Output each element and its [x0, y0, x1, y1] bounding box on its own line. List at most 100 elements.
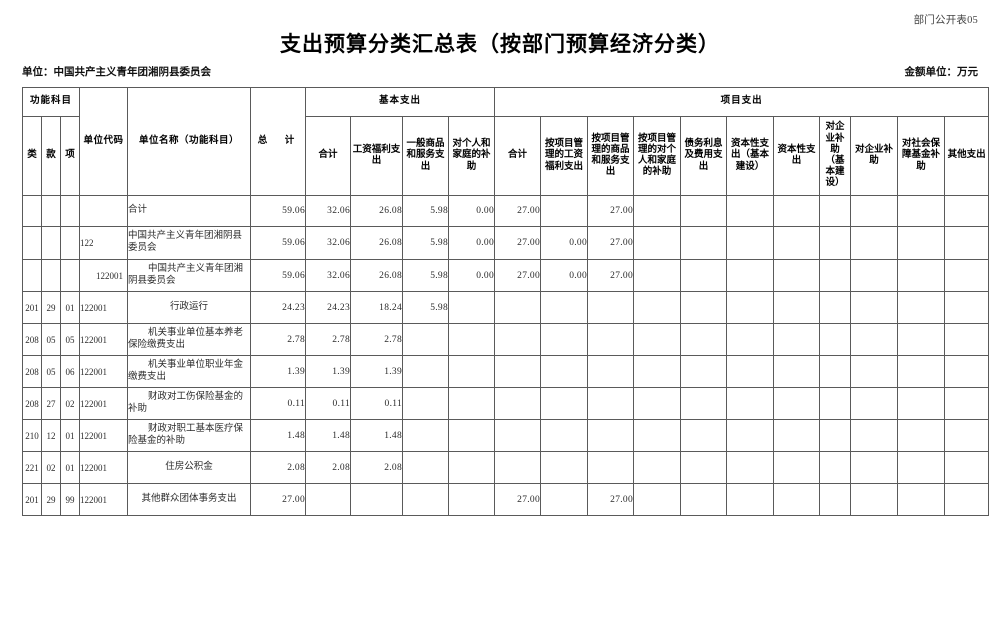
table-row: 122 中国共产主义青年团湘阴县委员会 59.06 32.06 26.08 5.98 0.0…: [22, 226, 990, 260]
cell-basic-goods-services: [402, 419, 450, 452]
cell-basic-subsidy-individual: [448, 291, 496, 324]
cell-lei: [22, 195, 42, 227]
header-project-subsidy-individual: 按项目管理的对个人和家庭的补助: [633, 116, 682, 196]
cell-unit-name: 财政对工伤保险基金的补助: [127, 387, 252, 420]
cell-project-goods-services: 27.00: [587, 259, 635, 292]
cell-project-salary-welfare: 0.00: [540, 259, 589, 292]
cell-basic-goods-services: [402, 451, 450, 484]
cell-capital-expend: [773, 226, 821, 260]
header-unit-name: 单位名称（功能科目）: [127, 87, 252, 196]
cell-grand-total: 27.00: [250, 483, 307, 516]
cell-basic-subsidy-individual: 0.00: [448, 259, 496, 292]
cell-enterprise-subsidy: [850, 387, 899, 420]
header-enterprise-subsidy: 对企业补助: [850, 116, 899, 196]
cell-grand-total: 59.06: [250, 259, 307, 292]
cell-basic-subsidy-individual: 0.00: [448, 195, 496, 227]
cell-enterprise-subsidy: [850, 483, 899, 516]
header-capital-expend: 资本性支出: [773, 116, 821, 196]
cell-other-expend: [944, 355, 990, 388]
cell-xiang: 02: [59, 387, 81, 420]
cell-basic-goods-services: [402, 387, 450, 420]
cell-grand-total: 59.06: [250, 195, 307, 227]
table-row: 201 29 99 122001 其他群众团体事务支出 27.00 27.00 27.00: [22, 483, 990, 516]
cell-project-goods-services: 27.00: [587, 226, 635, 260]
cell-lei: [22, 226, 42, 260]
cell-unit-code: 122001: [79, 387, 129, 420]
cell-capital-expend-basic: [726, 195, 775, 227]
header-project-salary-welfare: 按项目管理的工资福利支出: [540, 116, 589, 196]
cell-kuan: 02: [41, 451, 61, 484]
cell-other-expend: [944, 291, 990, 324]
header-lei: 类: [22, 116, 42, 196]
cell-project-goods-services: [587, 291, 635, 324]
cell-project-subsidy-individual: [633, 355, 682, 388]
header-project-expenditure: 项目支出: [494, 87, 990, 117]
cell-basic-goods-services: 5.98: [402, 195, 450, 227]
cell-unit-code: 122: [79, 226, 129, 260]
cell-project-goods-services: [587, 419, 635, 452]
header-kuan: 款: [41, 116, 61, 196]
cell-social-security-fund-subsidy: [897, 195, 946, 227]
header-capital-expend-basic: 资本性支出（基本建设）: [726, 116, 775, 196]
cell-basic-subsidy-individual: 0.00: [448, 226, 496, 260]
cell-enterprise-subsidy: [850, 259, 899, 292]
table-row: 122001 中国共产主义青年团湘阴县委员会 59.06 32.06 26.08 5.98…: [22, 259, 990, 292]
cell-grand-total: 1.48: [250, 419, 307, 452]
cell-basic-salary-welfare: 18.24: [350, 291, 404, 324]
cell-project-subsidy-individual: [633, 387, 682, 420]
cell-capital-expend: [773, 195, 821, 227]
cell-unit-code: 122001: [79, 291, 129, 324]
cell-enterprise-subsidy-basic: [819, 419, 852, 452]
cell-project-goods-services: [587, 387, 635, 420]
header-basic-salary-welfare: 工资福利支出: [350, 116, 404, 196]
cell-basic-total: 2.08: [305, 451, 352, 484]
cell-enterprise-subsidy: [850, 226, 899, 260]
cell-basic-total: 32.06: [305, 259, 352, 292]
cell-project-subsidy-individual: [633, 483, 682, 516]
cell-kuan: [41, 226, 61, 260]
header-project-total: 合计: [494, 116, 542, 196]
cell-social-security-fund-subsidy: [897, 291, 946, 324]
cell-project-goods-services: [587, 323, 635, 356]
cell-enterprise-subsidy-basic: [819, 451, 852, 484]
cell-basic-subsidy-individual: [448, 323, 496, 356]
cell-capital-expend-basic: [726, 259, 775, 292]
cell-xiang: 05: [59, 323, 81, 356]
cell-project-goods-services: 27.00: [587, 195, 635, 227]
cell-basic-total: 32.06: [305, 195, 352, 227]
cell-lei: 208: [22, 355, 42, 388]
cell-basic-subsidy-individual: [448, 451, 496, 484]
cell-basic-goods-services: 5.98: [402, 226, 450, 260]
table-row: 201 29 01 122001 行政运行 24.23 24.23 18.24 5.98: [22, 291, 990, 324]
cell-unit-code: 122001: [79, 451, 129, 484]
cell-project-total: [494, 323, 542, 356]
cell-other-expend: [944, 451, 990, 484]
cell-grand-total: 2.08: [250, 451, 307, 484]
cell-capital-expend-basic: [726, 355, 775, 388]
cell-lei: 208: [22, 323, 42, 356]
cell-basic-salary-welfare: 2.08: [350, 451, 404, 484]
cell-unit-code: 122001: [79, 483, 129, 516]
amount-unit-label: 金额单位：万元: [904, 67, 979, 78]
header-project-goods-services: 按项目管理的商品和服务支出: [587, 116, 635, 196]
cell-basic-goods-services: [402, 323, 450, 356]
cell-capital-expend-basic: [726, 291, 775, 324]
cell-project-total: 27.00: [494, 226, 542, 260]
cell-enterprise-subsidy-basic: [819, 291, 852, 324]
cell-capital-expend-basic: [726, 419, 775, 452]
table-row: 合计 59.06 32.06 26.08 5.98 0.00 27.00 27.00: [22, 195, 990, 227]
cell-kuan: 29: [41, 291, 61, 324]
cell-basic-salary-welfare: 1.48: [350, 419, 404, 452]
cell-capital-expend: [773, 483, 821, 516]
cell-lei: 201: [22, 483, 42, 516]
cell-capital-expend: [773, 451, 821, 484]
cell-lei: 208: [22, 387, 42, 420]
cell-debt-interest-fee: [680, 291, 728, 324]
cell-unit-name: 机关事业单位基本养老保险缴费支出: [127, 323, 252, 356]
cell-capital-expend: [773, 259, 821, 292]
cell-project-subsidy-individual: [633, 291, 682, 324]
cell-unit-name: 中国共产主义青年团湘阴县委员会: [127, 259, 252, 292]
header-grand-total: 总 计: [250, 87, 307, 196]
cell-social-security-fund-subsidy: [897, 323, 946, 356]
cell-basic-goods-services: [402, 355, 450, 388]
